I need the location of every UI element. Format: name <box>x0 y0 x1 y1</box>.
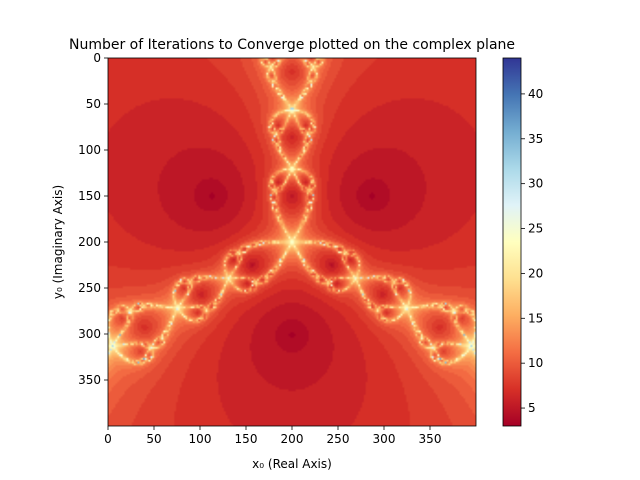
y-axis: 0 50 100 150 200 250 300 350 <box>78 51 108 387</box>
y-axis-label: y₀ (Imaginary Axis) <box>51 185 65 299</box>
colorbar-tick-label: 10 <box>528 356 543 370</box>
chart-title: Number of Iterations to Converge plotted… <box>69 37 515 53</box>
y-tick-label: 0 <box>93 51 101 65</box>
x-tick-label: 150 <box>235 432 258 446</box>
y-tick-label: 50 <box>86 97 101 111</box>
y-tick-label: 350 <box>78 373 101 387</box>
x-tick-label: 350 <box>419 432 442 446</box>
colorbar-tick-label: 40 <box>528 87 543 101</box>
y-tick-label: 300 <box>78 327 101 341</box>
heatmap-area <box>108 58 476 426</box>
colorbar-tick-label: 15 <box>528 311 543 325</box>
x-tick-label: 300 <box>373 432 396 446</box>
colorbar-ticks: 5 10 15 20 25 30 35 40 <box>521 87 543 415</box>
colorbar-tick-label: 20 <box>528 266 543 280</box>
y-tick-label: 100 <box>78 143 101 157</box>
colorbar-tick-label: 25 <box>528 222 543 236</box>
x-tick-label: 100 <box>189 432 212 446</box>
x-axis-label: x₀ (Real Axis) <box>252 457 332 471</box>
colorbar-tick-label: 35 <box>528 132 543 146</box>
y-tick-label: 200 <box>78 235 101 249</box>
colorbar-tick-label: 30 <box>528 177 543 191</box>
y-tick-label: 250 <box>78 281 101 295</box>
x-tick-label: 50 <box>146 432 161 446</box>
x-tick-label: 250 <box>327 432 350 446</box>
x-tick-label: 0 <box>104 432 112 446</box>
colorbar-bar <box>502 57 522 427</box>
newton-fractal-image <box>108 58 476 426</box>
x-tick-label: 200 <box>281 432 304 446</box>
y-tick-label: 150 <box>78 189 101 203</box>
colorbar: 5 10 15 20 25 30 35 40 <box>502 57 543 427</box>
x-axis: 0 50 100 150 200 250 300 350 <box>104 426 441 446</box>
colorbar-tick-label: 5 <box>528 401 536 415</box>
